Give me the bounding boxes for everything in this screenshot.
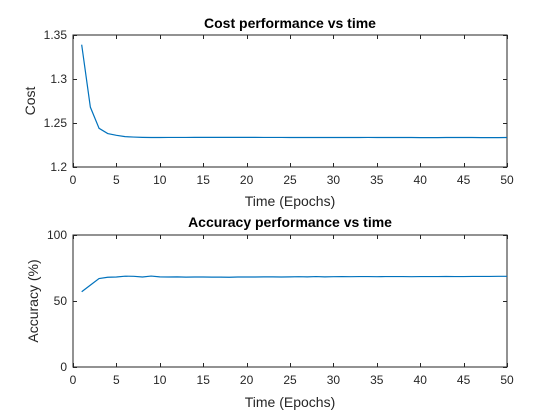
x-tick-label: 35	[370, 173, 384, 187]
x-tick-label: 45	[457, 373, 471, 387]
axes-box-cost	[72, 34, 508, 168]
x-tick-label: 40	[414, 373, 428, 387]
x-tick-label: 5	[113, 373, 120, 387]
axes-box-accuracy	[72, 234, 508, 368]
x-tick-label: 25	[283, 373, 297, 387]
x-tick-label: 0	[70, 373, 77, 387]
chart-title-cost: Cost performance vs time	[204, 15, 376, 31]
x-tick-label: 50	[500, 173, 514, 187]
y-axis-label-accuracy: Accuracy (%)	[25, 259, 41, 342]
x-tick-label: 15	[197, 173, 211, 187]
series-line-accuracy	[81, 275, 507, 293]
x-tick-labels-accuracy: 0 5 10 15 20 25 30 35 40 45 50	[70, 373, 514, 387]
x-tick-label: 45	[457, 173, 471, 187]
y-tick-label: 1.35	[44, 28, 68, 42]
y-tick-label: 100	[47, 228, 67, 242]
tick-marks-accuracy	[73, 235, 508, 368]
x-tick-label: 10	[153, 373, 167, 387]
y-tick-label: 0	[60, 360, 67, 374]
y-tick-label: 1.25	[44, 116, 68, 130]
x-tick-label: 30	[327, 373, 341, 387]
x-tick-label: 15	[197, 373, 211, 387]
series-line-cost	[81, 44, 508, 139]
x-tick-label: 40	[414, 173, 428, 187]
y-tick-label: 1.3	[50, 72, 67, 86]
y-tick-label: 50	[54, 294, 68, 308]
x-tick-label: 10	[153, 173, 167, 187]
x-axis-label-cost: Time (Epochs)	[245, 193, 336, 209]
x-axis-label-accuracy: Time (Epochs)	[245, 394, 336, 410]
y-tick-labels-cost: 1.2 1.25 1.3 1.35	[44, 28, 68, 174]
tick-marks-cost	[73, 35, 508, 168]
x-tick-label: 25	[283, 173, 297, 187]
x-tick-label: 30	[327, 173, 341, 187]
y-tick-label: 1.2	[50, 160, 67, 174]
y-axis-label-cost: Cost	[22, 87, 38, 116]
y-tick-labels-accuracy: 0 50 100	[47, 228, 67, 374]
x-tick-label: 0	[70, 173, 77, 187]
x-tick-label: 20	[240, 373, 254, 387]
x-tick-label: 35	[370, 373, 384, 387]
x-tick-label: 5	[113, 173, 120, 187]
x-tick-label: 50	[500, 373, 514, 387]
chart-cost: 0 5 10 15 20 25 30 35 40 45 50 1.2 1.25 1.3 1.35 Cost…	[22, 15, 514, 209]
chart-title-accuracy: Accuracy performance vs time	[188, 214, 392, 230]
x-tick-labels-cost: 0 5 10 15 20 25 30 35 40 45 50	[70, 173, 514, 187]
chart-accuracy: 0 5 10 15 20 25 30 35 40 45 50 0 50 100 Accuracy per…	[25, 214, 514, 410]
x-tick-label: 20	[240, 173, 254, 187]
